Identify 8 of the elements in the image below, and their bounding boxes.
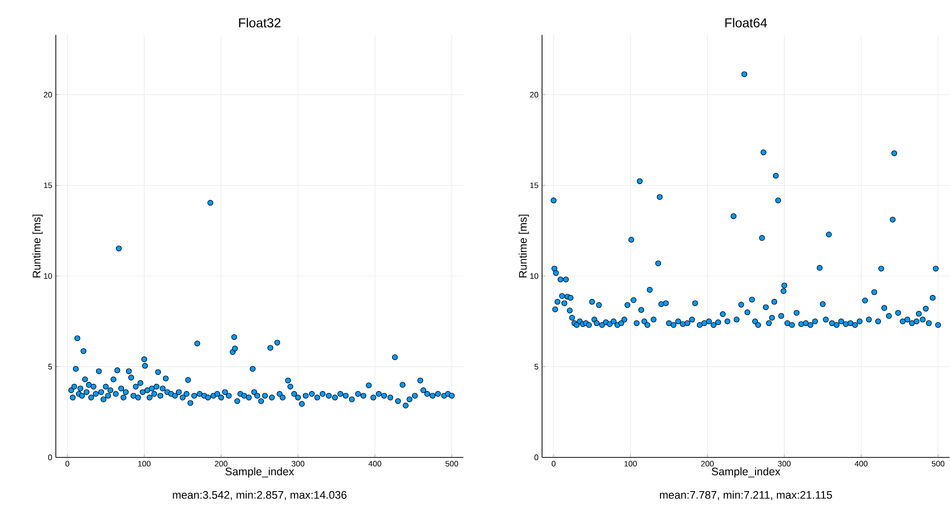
chart-title: Float64 [725, 18, 767, 28]
y-axis-title: Runtime [ms] [518, 214, 529, 278]
x-axis-title: Sample_index [225, 467, 294, 478]
y-axis-title: Runtime [ms] [32, 214, 43, 278]
text: mean:7.787, min:7.211, max:21.115 [660, 490, 832, 500]
text: mean:3.542, min:2.857, max:14.036 [172, 490, 346, 500]
chart-title: Float32 [239, 18, 280, 28]
x-axis-title: Sample_index [712, 467, 780, 478]
